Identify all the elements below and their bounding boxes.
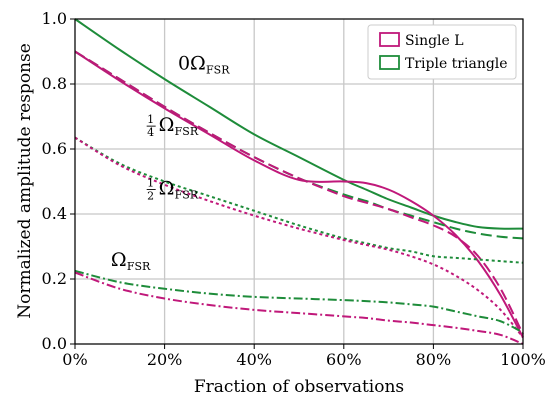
annotation-prefix: 0 xyxy=(178,52,190,74)
y-tick-label: 1.0 xyxy=(42,9,67,28)
annotation-subscript: FSR xyxy=(175,125,199,138)
annotation-subscript: FSR xyxy=(127,260,151,273)
x-tick-label: 100% xyxy=(500,350,546,369)
legend-swatch-triple-triangle xyxy=(379,55,400,70)
series-line-triple-triangle-solid xyxy=(74,18,524,230)
annotation-subscript: FSR xyxy=(175,189,199,202)
omega-fsr-annotation: 12 Ω FSR xyxy=(146,177,199,203)
annotation-omega: Ω xyxy=(190,52,206,74)
y-tick-label: 0.4 xyxy=(42,204,67,223)
y-tick-label: 0.2 xyxy=(42,269,67,288)
y-tick-label: 0.8 xyxy=(42,74,67,93)
annotation-omega: Ω xyxy=(159,178,175,200)
omega-fsr-annotation: 0 Ω FSR xyxy=(178,52,230,76)
series-line-single-l-dashed xyxy=(74,50,524,335)
y-axis-title: Normalized amplitude response xyxy=(15,43,35,319)
x-tick-label: 0% xyxy=(62,350,87,369)
annotation-fraction-numerator: 1 xyxy=(147,113,154,126)
legend-label-single-l: Single L xyxy=(405,33,464,49)
legend-label-triple-triangle: Triple triangle xyxy=(405,56,508,72)
annotation-omega: Ω xyxy=(111,249,127,271)
plot-frame xyxy=(74,18,524,345)
y-tick-label: 0.0 xyxy=(42,334,67,353)
x-axis-title: Fraction of observations xyxy=(194,377,404,397)
series-line-single-l-dotted xyxy=(74,136,524,339)
series-line-single-l-solid xyxy=(74,50,524,338)
y-tick-label: 0.6 xyxy=(42,139,67,158)
series-layer xyxy=(74,18,524,345)
legend: Single L Triple triangle xyxy=(367,24,517,80)
x-tick-label: 20% xyxy=(147,350,183,369)
omega-fsr-annotation: Ω FSR xyxy=(111,249,151,273)
ticks: 0% 20% 40% 60% 80% 100% 0.0 0.2 0.4 0.6 0.8 1.0 xyxy=(42,9,546,369)
annotation-fraction-denominator: 2 xyxy=(147,190,154,203)
legend-swatch-single-l xyxy=(379,32,400,47)
series-line-triple-triangle-dashed xyxy=(74,50,524,240)
x-tick-label: 40% xyxy=(236,350,272,369)
annotation-fraction-numerator: 1 xyxy=(147,177,154,190)
series-line-single-l-dashdot xyxy=(74,271,524,345)
x-tick-label: 80% xyxy=(416,350,452,369)
annotation-subscript: FSR xyxy=(206,63,230,76)
annotation-fraction-denominator: 4 xyxy=(147,126,154,139)
series-line-triple-triangle-dashdot xyxy=(74,269,524,334)
omega-fsr-annotation: 14 Ω FSR xyxy=(146,113,199,139)
x-tick-label: 60% xyxy=(326,350,362,369)
annotation-omega: Ω xyxy=(159,114,175,136)
legend-box xyxy=(367,24,517,80)
